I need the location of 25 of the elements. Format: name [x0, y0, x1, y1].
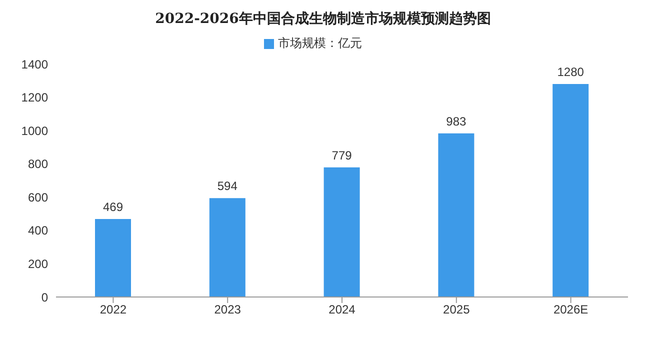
y-tick-label: 1200	[21, 90, 48, 105]
x-tick-label: 2026E	[553, 302, 588, 317]
bar	[324, 167, 360, 297]
chart-title: 2022-2026年中国合成生物制造市场规模预测趋势图	[154, 10, 492, 29]
data-label: 469	[102, 200, 124, 214]
x-tick-label: 2023	[214, 302, 242, 317]
y-tick-label: 400	[28, 224, 48, 238]
data-label: 983	[446, 114, 467, 128]
y-tick-label: 800	[28, 157, 48, 172]
y-tick-label: 200	[28, 256, 48, 271]
x-tick-label: 2025	[443, 302, 470, 317]
y-tick-label: 600	[28, 190, 48, 204]
legend-label: 市场规模：亿元	[278, 36, 362, 50]
data-label: 1280	[557, 64, 584, 79]
y-tick-label: 1400	[21, 57, 48, 72]
x-tick-label: 2022	[100, 302, 127, 317]
bar	[209, 198, 246, 297]
data-label: 779	[332, 148, 352, 162]
bar	[552, 84, 589, 297]
x-tick-label: 2024	[328, 302, 356, 317]
data-label: 594	[217, 179, 238, 194]
y-tick-label: 1000	[21, 124, 48, 138]
y-tick-label: 0	[41, 290, 48, 304]
bar	[95, 218, 131, 297]
bar	[438, 133, 474, 297]
